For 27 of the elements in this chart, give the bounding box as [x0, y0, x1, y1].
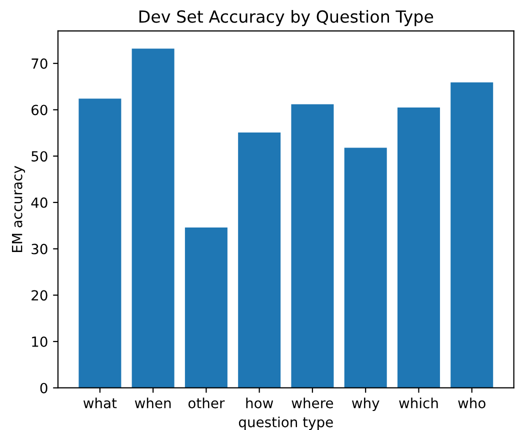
bar: [184, 227, 228, 388]
y-tick-label: 10: [32, 336, 48, 347]
bar: [132, 48, 174, 388]
y-tick-label: 20: [32, 290, 48, 301]
x-tick-label: what: [83, 398, 117, 408]
x-tick-label: why: [352, 398, 380, 412]
x-tick-label: which: [399, 398, 438, 408]
y-tick-label: 60: [32, 104, 48, 116]
bar: [78, 98, 122, 388]
bar: [291, 104, 334, 388]
y-tick-label: 50: [32, 151, 48, 162]
chart-title: Dev Set Accuracy by Question Type: [139, 10, 434, 26]
y-axis-title: EM accuracy: [12, 166, 26, 252]
y-tick-label: 0: [40, 382, 48, 394]
x-tick-label: when: [134, 398, 171, 408]
bar: [238, 132, 281, 388]
x-axis-title: question type: [238, 416, 333, 430]
x-tick-label: other: [188, 398, 225, 408]
bar: [450, 82, 494, 388]
y-tick-label: 40: [31, 197, 48, 208]
y-tick-label: 30: [32, 244, 48, 254]
x-tick-label: who: [458, 398, 486, 408]
y-tick-label: 70: [32, 58, 48, 69]
bar: [397, 107, 440, 388]
bar: [344, 148, 387, 388]
x-tick-label: how: [246, 398, 274, 408]
x-tick-label: where: [292, 398, 334, 408]
